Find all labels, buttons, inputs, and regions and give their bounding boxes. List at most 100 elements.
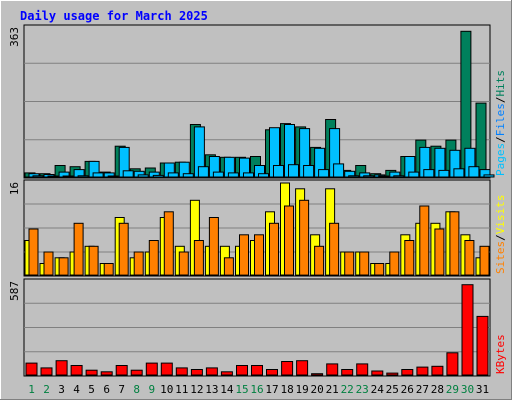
- legend-sites: Sites: [494, 241, 507, 274]
- bar-sites-26: [404, 240, 415, 276]
- bar-sites-18: [284, 205, 294, 276]
- bar-pages-3: [62, 175, 74, 178]
- x-tick-label-12: 12: [190, 383, 203, 396]
- x-tick-label-17: 17: [265, 383, 278, 396]
- bar-pages-4: [77, 175, 89, 178]
- bar-pages-19: [303, 165, 315, 178]
- bar-kbytes-11: [175, 367, 188, 376]
- bar-sites-14: [223, 257, 234, 276]
- bar-pages-30: [468, 166, 480, 178]
- bar-pages-21: [333, 163, 345, 178]
- bar-sites-15: [239, 234, 249, 276]
- bar-sites-4: [73, 222, 84, 276]
- bar-sites-7: [118, 222, 129, 276]
- x-tick-label-3: 3: [58, 383, 65, 396]
- bar-pages-31: [483, 174, 495, 178]
- bar-pages-2: [47, 175, 59, 178]
- panel-kbytes: 587 KBytes: [8, 278, 507, 377]
- bar-kbytes-9: [145, 362, 158, 376]
- bar-sites-22: [344, 251, 355, 276]
- bar-sites-25: [389, 251, 400, 276]
- bar-sites-6: [103, 263, 114, 276]
- bar-kbytes-2: [40, 367, 53, 376]
- bar-kbytes-27: [416, 366, 429, 376]
- x-tick-label-13: 13: [205, 383, 218, 396]
- bar-kbytes-1: [25, 362, 38, 376]
- bar-kbytes-31: [476, 315, 489, 376]
- x-tick-label-25: 25: [386, 383, 399, 396]
- x-tick-label-31: 31: [476, 383, 489, 396]
- series-kbytes: [25, 284, 489, 376]
- bar-pages-9: [152, 174, 164, 178]
- x-tick-label-24: 24: [371, 383, 385, 396]
- bar-sites-16: [254, 234, 264, 276]
- bar-kbytes-5: [85, 369, 98, 376]
- bar-pages-12: [197, 166, 209, 178]
- series-sites: [28, 199, 490, 276]
- panel-max-label: 363: [8, 27, 21, 47]
- x-tick-label-21: 21: [326, 383, 339, 396]
- bar-pages-24: [378, 175, 390, 178]
- panel-side-legend: Sites/Visits: [494, 195, 507, 275]
- x-tick-label-26: 26: [401, 383, 414, 396]
- bar-sites-10: [163, 211, 174, 276]
- x-tick-label-16: 16: [250, 383, 263, 396]
- bar-sites-11: [178, 251, 189, 276]
- x-tick-label-1: 1: [28, 383, 35, 396]
- series-files: [28, 124, 491, 178]
- bar-sites-20: [314, 245, 325, 276]
- bar-kbytes-20: [311, 373, 324, 376]
- bar-kbytes-4: [70, 365, 83, 376]
- bar-pages-1: [32, 175, 44, 178]
- x-axis-tick-labels: 1 2 3 4 5 6 7 8 9 10 11 12 13 14 15 16 17 18 19 20 21 22 23 24 2…: [28, 383, 489, 396]
- x-tick-label-28: 28: [431, 383, 444, 396]
- x-tick-label-4: 4: [73, 383, 80, 396]
- legend-separator: /: [494, 136, 507, 143]
- bar-pages-28: [438, 169, 450, 178]
- bar-sites-1: [28, 228, 39, 276]
- bar-kbytes-15: [236, 365, 248, 376]
- x-tick-label-23: 23: [356, 383, 369, 396]
- bar-kbytes-24: [371, 370, 384, 376]
- bar-pages-23: [363, 175, 375, 178]
- bar-sites-3: [58, 257, 69, 276]
- x-tick-label-6: 6: [103, 383, 110, 396]
- bar-kbytes-13: [205, 367, 218, 376]
- bar-pages-13: [212, 171, 224, 178]
- bar-pages-25: [393, 175, 405, 178]
- bar-kbytes-8: [130, 369, 143, 376]
- x-tick-label-19: 19: [295, 383, 308, 396]
- bar-sites-31: [479, 245, 490, 276]
- x-tick-label-9: 9: [148, 383, 155, 396]
- bar-kbytes-30: [461, 284, 474, 376]
- bar-kbytes-29: [446, 352, 459, 376]
- bar-sites-12: [193, 240, 204, 276]
- x-tick-label-27: 27: [416, 383, 429, 396]
- bar-sites-19: [299, 199, 310, 276]
- bar-kbytes-10: [160, 362, 173, 376]
- bar-sites-30: [464, 240, 475, 276]
- legend-hits: Hits: [494, 70, 507, 97]
- x-tick-label-10: 10: [160, 383, 173, 396]
- bar-pages-20: [318, 169, 330, 178]
- bar-kbytes-17: [266, 369, 278, 376]
- legend-kbytes: KBytes: [494, 334, 507, 374]
- bar-sites-21: [329, 222, 340, 276]
- bar-pages-22: [348, 175, 360, 178]
- bar-pages-11: [182, 173, 194, 178]
- bar-sites-17: [269, 222, 279, 276]
- legend-separator: /: [494, 97, 507, 104]
- bar-pages-29: [453, 168, 465, 178]
- bar-kbytes-26: [401, 369, 414, 376]
- bar-kbytes-16: [251, 365, 263, 376]
- panel-side-legend: KBytes: [494, 334, 507, 374]
- bar-kbytes-28: [431, 365, 444, 376]
- bar-kbytes-14: [220, 371, 233, 376]
- bar-pages-7: [122, 170, 134, 178]
- bar-sites-27: [419, 205, 430, 276]
- panel-max-label: 16: [8, 182, 21, 195]
- bar-kbytes-7: [115, 365, 128, 376]
- bar-pages-14: [227, 172, 239, 178]
- x-tick-label-22: 22: [341, 383, 354, 396]
